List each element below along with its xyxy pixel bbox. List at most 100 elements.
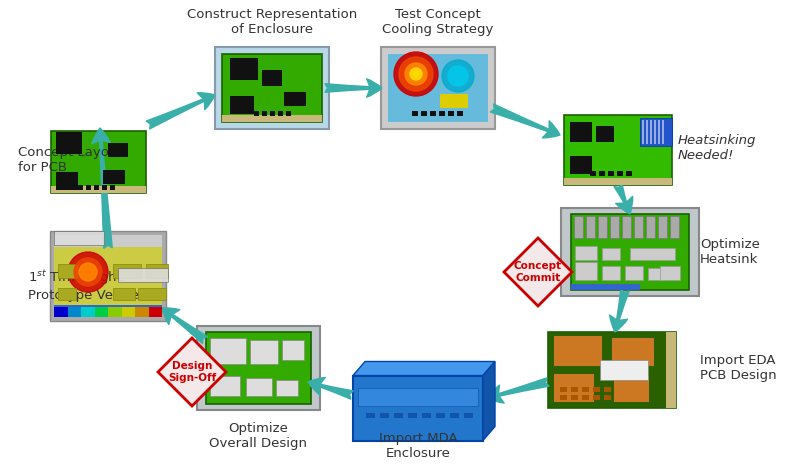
Bar	[560, 387, 567, 392]
Text: Concept Layout
for PCB: Concept Layout for PCB	[18, 146, 122, 174]
Bar	[590, 171, 596, 176]
Text: Optimize
Heatsink: Optimize Heatsink	[700, 238, 760, 266]
Circle shape	[442, 60, 474, 92]
Bar	[56, 132, 82, 154]
Bar	[457, 111, 463, 116]
Bar	[81, 307, 94, 317]
Polygon shape	[483, 361, 495, 440]
Circle shape	[74, 258, 102, 286]
Bar	[575, 262, 597, 280]
Bar	[658, 216, 667, 238]
Bar	[78, 185, 83, 190]
Bar	[662, 120, 664, 144]
Bar	[570, 122, 592, 142]
Bar	[617, 171, 623, 176]
Bar	[440, 94, 468, 108]
Bar	[206, 332, 310, 404]
Bar	[439, 111, 445, 116]
Bar	[246, 378, 272, 396]
Bar	[102, 185, 107, 190]
Bar	[222, 115, 322, 122]
Bar	[122, 307, 135, 317]
Bar	[110, 185, 115, 190]
Bar	[464, 413, 473, 418]
Bar	[366, 413, 375, 418]
Bar	[270, 111, 275, 116]
Bar	[58, 264, 78, 278]
Bar	[408, 413, 417, 418]
Text: Test Concept
Cooling Strategy: Test Concept Cooling Strategy	[382, 8, 494, 36]
Bar	[254, 111, 259, 116]
Bar	[54, 305, 162, 317]
Bar	[436, 413, 445, 418]
Bar	[648, 268, 663, 280]
Bar	[108, 143, 128, 157]
Circle shape	[410, 68, 422, 80]
Bar	[614, 376, 649, 402]
Bar	[634, 216, 643, 238]
Bar	[94, 185, 99, 190]
Bar	[642, 120, 644, 144]
Bar	[197, 326, 319, 410]
Bar	[210, 376, 240, 396]
Circle shape	[394, 52, 438, 96]
Bar	[604, 387, 611, 392]
Bar	[58, 288, 76, 300]
Text: Optimize
Overall Design: Optimize Overall Design	[209, 422, 307, 450]
Bar	[586, 216, 595, 238]
Bar	[582, 387, 589, 392]
Bar	[86, 185, 91, 190]
Text: Import EDA
PCB Design: Import EDA PCB Design	[700, 354, 777, 382]
Bar	[358, 388, 478, 406]
Bar	[574, 216, 583, 238]
Bar	[612, 338, 654, 366]
Text: Import MDA
Enclosure: Import MDA Enclosure	[378, 432, 458, 460]
Bar	[564, 115, 672, 185]
Bar	[210, 338, 246, 364]
Bar	[561, 208, 699, 296]
Bar	[380, 413, 389, 418]
Text: Design
Sign-Off: Design Sign-Off	[168, 361, 216, 383]
Bar	[625, 266, 643, 280]
Text: Heatsinking
Needed!: Heatsinking Needed!	[678, 134, 756, 162]
Bar	[602, 266, 620, 280]
Bar	[276, 380, 298, 396]
Bar	[54, 307, 67, 317]
Polygon shape	[353, 361, 495, 376]
Bar	[135, 307, 149, 317]
Bar	[50, 186, 146, 193]
Bar	[602, 248, 620, 260]
Bar	[94, 307, 108, 317]
Bar	[103, 170, 125, 184]
Bar	[230, 58, 258, 80]
Bar	[448, 111, 454, 116]
Bar	[286, 111, 291, 116]
Bar	[222, 54, 322, 122]
Bar	[50, 131, 146, 193]
Bar	[262, 111, 267, 116]
Circle shape	[68, 252, 108, 292]
Bar	[421, 111, 427, 116]
Bar	[654, 120, 656, 144]
Bar	[658, 120, 660, 144]
Bar	[412, 111, 418, 116]
Bar	[54, 231, 104, 245]
Bar	[600, 360, 648, 380]
Bar	[113, 288, 135, 300]
Bar	[113, 264, 141, 278]
Bar	[571, 395, 578, 400]
Bar	[54, 235, 162, 247]
Bar	[381, 47, 495, 129]
Bar	[593, 387, 600, 392]
Bar	[388, 54, 488, 122]
Bar	[230, 96, 254, 114]
Bar	[598, 216, 607, 238]
Bar	[138, 288, 166, 300]
Bar	[564, 178, 672, 185]
Polygon shape	[158, 338, 226, 406]
Bar	[650, 120, 652, 144]
Bar	[554, 336, 602, 366]
Bar	[622, 216, 631, 238]
Circle shape	[79, 263, 97, 281]
Bar	[215, 47, 329, 129]
